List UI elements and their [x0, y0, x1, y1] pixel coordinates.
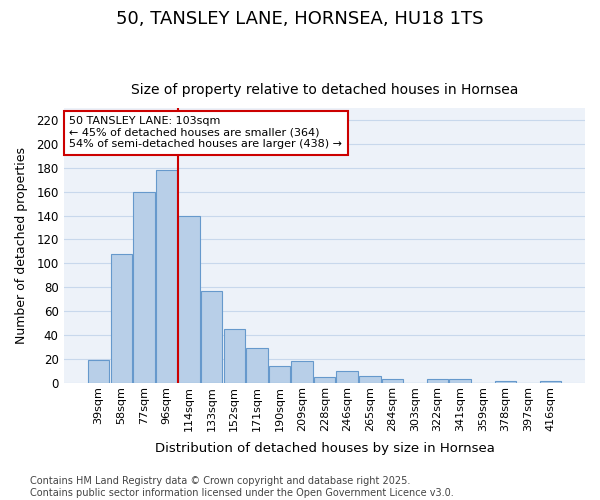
Bar — [133, 192, 155, 383]
Text: 50, TANSLEY LANE, HORNSEA, HU18 1TS: 50, TANSLEY LANE, HORNSEA, HU18 1TS — [116, 10, 484, 28]
Bar — [292, 362, 313, 383]
Bar — [269, 366, 290, 383]
Bar — [449, 380, 471, 383]
Bar — [314, 377, 335, 383]
Bar — [337, 371, 358, 383]
Bar — [494, 380, 516, 383]
Bar — [246, 348, 268, 383]
Y-axis label: Number of detached properties: Number of detached properties — [15, 147, 28, 344]
Bar — [359, 376, 380, 383]
Bar — [540, 380, 562, 383]
Bar — [178, 216, 200, 383]
Bar — [156, 170, 177, 383]
Title: Size of property relative to detached houses in Hornsea: Size of property relative to detached ho… — [131, 83, 518, 97]
Text: 50 TANSLEY LANE: 103sqm
← 45% of detached houses are smaller (364)
54% of semi-d: 50 TANSLEY LANE: 103sqm ← 45% of detache… — [70, 116, 343, 150]
Bar — [382, 380, 403, 383]
Bar — [427, 380, 448, 383]
Bar — [224, 329, 245, 383]
Bar — [201, 291, 223, 383]
Text: Contains HM Land Registry data © Crown copyright and database right 2025.
Contai: Contains HM Land Registry data © Crown c… — [30, 476, 454, 498]
X-axis label: Distribution of detached houses by size in Hornsea: Distribution of detached houses by size … — [155, 442, 494, 455]
Bar — [88, 360, 109, 383]
Bar — [110, 254, 132, 383]
